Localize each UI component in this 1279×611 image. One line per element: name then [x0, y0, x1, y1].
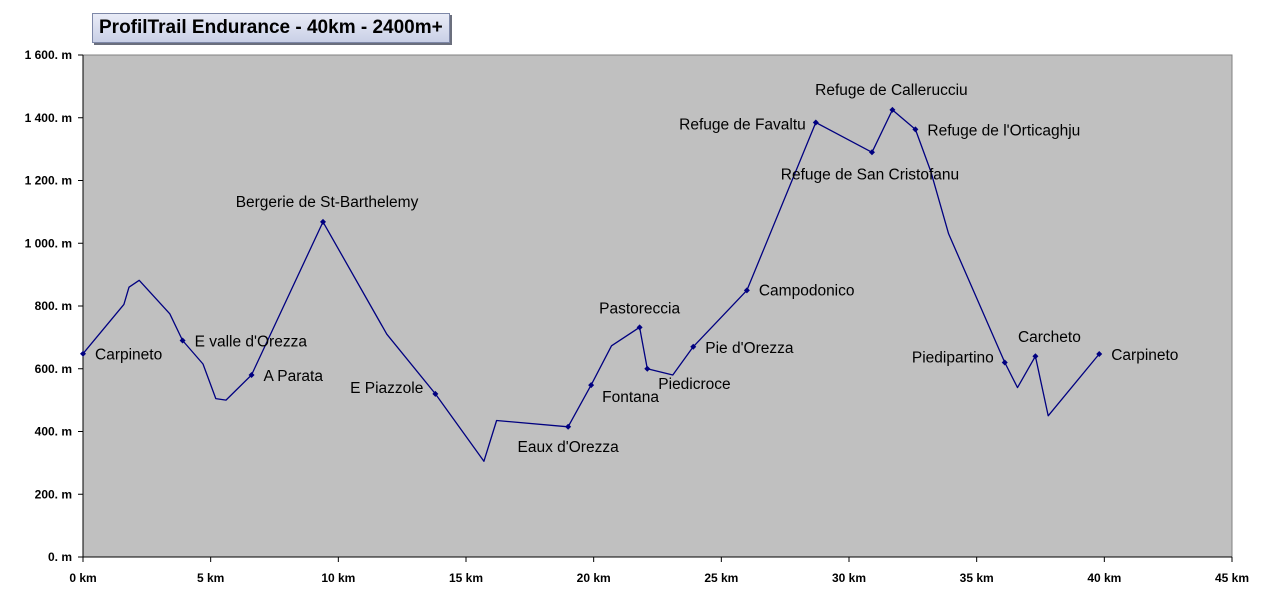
waypoint-marker — [636, 324, 643, 331]
waypoint-marker — [80, 350, 86, 357]
waypoint-marker — [644, 365, 651, 372]
waypoint-label: A Parata — [264, 368, 324, 385]
waypoint-label: Refuge de San Cristofanu — [781, 166, 959, 183]
x-tick-label: 5 km — [197, 571, 224, 585]
waypoint-label: Carpineto — [95, 347, 162, 364]
waypoint-marker — [868, 149, 875, 156]
y-tick-label: 600. m — [35, 362, 72, 376]
waypoint-marker — [248, 372, 255, 379]
y-tick-label: 1 400. m — [25, 111, 72, 125]
y-tick-label: 0. m — [48, 550, 72, 564]
x-tick-label: 40 km — [1087, 571, 1121, 585]
axes: 0. m 200. m 400. m 600. m 800. m 1 000. m 1 20… — [25, 48, 1249, 585]
waypoint-marker — [690, 343, 697, 350]
waypoint-marker — [179, 337, 186, 344]
x-tick-label: 45 km — [1215, 571, 1249, 585]
y-tick-label: 200. m — [35, 487, 72, 501]
waypoint-marker — [432, 390, 439, 397]
waypoint-marker — [1001, 359, 1008, 366]
waypoint-label: Campodonico — [759, 282, 855, 299]
chart-title: ProfilTrail Endurance - 40km - 2400m+ — [92, 13, 450, 43]
waypoint-label: Refuge de l'Orticaghju — [927, 122, 1080, 139]
y-tick-label: 1 600. m — [25, 48, 72, 62]
x-tick-label: 10 km — [321, 571, 355, 585]
x-tick-label: 0 km — [69, 571, 96, 585]
waypoint-marker — [320, 218, 327, 225]
waypoint-label: E Piazzole — [350, 380, 423, 397]
waypoint-marker — [588, 382, 595, 389]
waypoint-marker — [889, 106, 896, 113]
series-layer — [80, 106, 1103, 462]
y-tick-label: 1 000. m — [25, 236, 72, 250]
waypoint-label: Pie d'Orezza — [705, 340, 794, 357]
y-tick-label: 400. m — [35, 425, 72, 439]
waypoint-label: Bergerie de St-Barthelemy — [236, 194, 419, 211]
waypoint-label: Fontana — [602, 389, 659, 406]
waypoint-marker — [743, 287, 750, 294]
x-tick-label: 15 km — [449, 571, 483, 585]
waypoint-marker — [812, 119, 819, 126]
waypoint-label: Refuge de Favaltu — [679, 116, 806, 133]
x-tick-label: 30 km — [832, 571, 866, 585]
x-tick-label: 25 km — [704, 571, 738, 585]
waypoint-label: Carcheto — [1018, 329, 1081, 346]
waypoint-marker — [565, 423, 572, 430]
waypoint-label: Refuge de Callerucciu — [815, 82, 968, 99]
x-tick-label: 35 km — [960, 571, 994, 585]
waypoint-label: Eaux d'Orezza — [518, 439, 620, 456]
waypoint-label: Piedicroce — [658, 376, 730, 393]
elevation-line — [82, 109, 1100, 462]
waypoint-labels: Carpineto E valle d'Orezza A Parata Bergeri… — [95, 82, 1178, 456]
waypoint-label: Carpineto — [1111, 347, 1178, 364]
waypoint-label: Piedipartino — [912, 349, 994, 366]
waypoint-marker — [912, 126, 919, 133]
waypoint-marker — [1032, 353, 1039, 360]
plot-area — [82, 54, 1233, 558]
waypoint-label: Pastoreccia — [599, 300, 680, 317]
x-tick-label: 20 km — [577, 571, 611, 585]
waypoint-marker — [1096, 351, 1103, 358]
y-tick-label: 800. m — [35, 299, 72, 313]
waypoint-label: E valle d'Orezza — [195, 334, 308, 351]
y-tick-label: 1 200. m — [25, 174, 72, 188]
